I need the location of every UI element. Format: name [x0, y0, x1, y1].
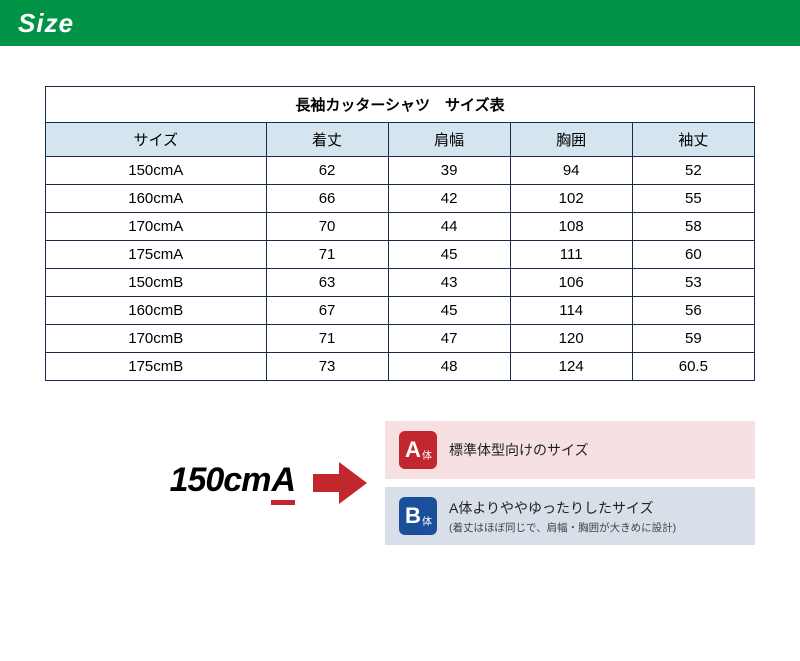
table-cell: 43 [388, 269, 510, 297]
table-cell: 150cmA [46, 157, 267, 185]
table-cell: 102 [510, 185, 632, 213]
size-suffix: A [271, 461, 295, 505]
type-boxes: A体 標準体型向けのサイズ B体 A体よりややゆったりしたサイズ (着丈はほぼ同… [385, 421, 755, 545]
table-cell: 71 [266, 241, 388, 269]
badge-a: A体 [399, 431, 437, 469]
table-cell: 160cmB [46, 297, 267, 325]
table-row: 175cmA714511160 [46, 241, 755, 269]
legend-area: 150cmA A体 標準体型向けのサイズ B体 A体 [45, 421, 755, 545]
table-row: 170cmB714712059 [46, 325, 755, 353]
table-cell: 52 [632, 157, 754, 185]
table-cell: 45 [388, 241, 510, 269]
table-row: 150cmB634310653 [46, 269, 755, 297]
arrow-icon [313, 460, 367, 506]
col-header: 袖丈 [632, 123, 754, 157]
table-cell: 39 [388, 157, 510, 185]
table-row: 150cmA62399452 [46, 157, 755, 185]
table-cell: 94 [510, 157, 632, 185]
type-b-text: A体よりややゆったりしたサイズ (着丈はほぼ同じで、肩幅・胸囲が大きめに設計) [449, 498, 676, 535]
type-a-text: 標準体型向けのサイズ [449, 440, 589, 460]
table-cell: 175cmB [46, 353, 267, 381]
col-header: 着丈 [266, 123, 388, 157]
table-row: 175cmB734812460.5 [46, 353, 755, 381]
table-cell: 170cmB [46, 325, 267, 353]
table-cell: 58 [632, 213, 754, 241]
table-cell: 106 [510, 269, 632, 297]
size-prefix: 150cm [170, 461, 271, 500]
table-cell: 114 [510, 297, 632, 325]
table-cell: 170cmA [46, 213, 267, 241]
table-cell: 66 [266, 185, 388, 213]
col-header: サイズ [46, 123, 267, 157]
badge-b-suffix: 体 [422, 513, 432, 528]
type-a-main: 標準体型向けのサイズ [449, 440, 589, 460]
table-title: 長袖カッターシャツ サイズ表 [46, 87, 755, 123]
table-cell: 45 [388, 297, 510, 325]
table-cell: 56 [632, 297, 754, 325]
table-title-row: 長袖カッターシャツ サイズ表 [46, 87, 755, 123]
table-cell: 70 [266, 213, 388, 241]
header-bar: Size [0, 0, 800, 46]
table-cell: 53 [632, 269, 754, 297]
table-cell: 120 [510, 325, 632, 353]
table-cell: 175cmA [46, 241, 267, 269]
content-area: 長袖カッターシャツ サイズ表 サイズ 着丈 肩幅 胸囲 袖丈 150cmA623… [0, 46, 800, 575]
table-cell: 42 [388, 185, 510, 213]
badge-b: B体 [399, 497, 437, 535]
table-cell: 71 [266, 325, 388, 353]
badge-a-suffix: 体 [422, 447, 432, 462]
table-cell: 150cmB [46, 269, 267, 297]
table-row: 170cmA704410858 [46, 213, 755, 241]
table-row: 160cmA664210255 [46, 185, 755, 213]
table-cell: 63 [266, 269, 388, 297]
badge-a-letter: A [405, 439, 421, 461]
badge-b-letter: B [405, 505, 421, 527]
table-cell: 160cmA [46, 185, 267, 213]
table-cell: 60.5 [632, 353, 754, 381]
size-table: 長袖カッターシャツ サイズ表 サイズ 着丈 肩幅 胸囲 袖丈 150cmA623… [45, 86, 755, 381]
table-cell: 124 [510, 353, 632, 381]
table-cell: 111 [510, 241, 632, 269]
table-cell: 44 [388, 213, 510, 241]
col-header: 胸囲 [510, 123, 632, 157]
table-cell: 47 [388, 325, 510, 353]
table-header-row: サイズ 着丈 肩幅 胸囲 袖丈 [46, 123, 755, 157]
table-cell: 55 [632, 185, 754, 213]
table-cell: 67 [266, 297, 388, 325]
type-b-box: B体 A体よりややゆったりしたサイズ (着丈はほぼ同じで、肩幅・胸囲が大きめに設… [385, 487, 755, 545]
col-header: 肩幅 [388, 123, 510, 157]
header-title: Size [18, 8, 74, 39]
table-cell: 108 [510, 213, 632, 241]
table-cell: 62 [266, 157, 388, 185]
table-cell: 73 [266, 353, 388, 381]
type-a-box: A体 標準体型向けのサイズ [385, 421, 755, 479]
type-b-sub: (着丈はほぼ同じで、肩幅・胸囲が大きめに設計) [449, 520, 676, 535]
table-cell: 48 [388, 353, 510, 381]
type-b-main: A体よりややゆったりしたサイズ [449, 498, 676, 518]
size-example-label: 150cmA [170, 461, 295, 505]
table-cell: 59 [632, 325, 754, 353]
table-cell: 60 [632, 241, 754, 269]
table-row: 160cmB674511456 [46, 297, 755, 325]
size-label: 150cmA [170, 461, 295, 505]
